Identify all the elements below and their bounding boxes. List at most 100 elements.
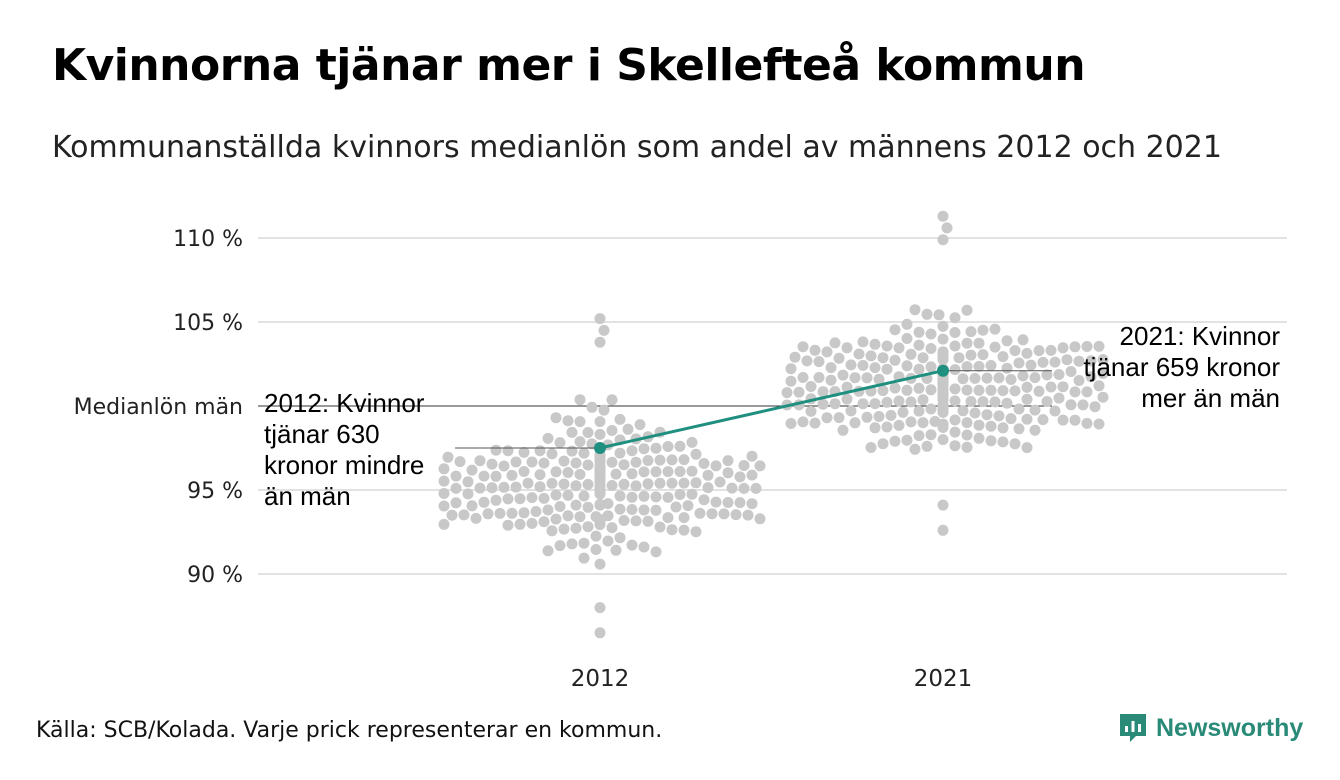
municipality-dot <box>1093 380 1105 392</box>
municipality-dot <box>538 516 550 528</box>
municipality-dot <box>666 454 678 466</box>
municipality-dot <box>989 396 1001 408</box>
municipality-dot <box>674 466 686 477</box>
municipality-dot <box>654 521 666 533</box>
municipality-dot <box>937 320 949 332</box>
municipality-dot <box>594 499 606 511</box>
municipality-dot <box>1029 404 1041 416</box>
municipality-dot <box>1053 369 1065 380</box>
municipality-dot <box>937 406 949 418</box>
municipality-dot <box>1013 423 1025 435</box>
municipality-dot <box>873 411 885 422</box>
municipality-dot <box>961 361 973 373</box>
municipality-dot <box>841 393 853 405</box>
municipality-dot <box>638 504 650 516</box>
municipality-dot <box>594 519 606 531</box>
chart-title: Kvinnorna tjänar mer i Skellefteå kommun <box>52 40 1086 91</box>
municipality-dot <box>1041 396 1053 407</box>
municipality-dot <box>562 510 574 522</box>
municipality-dot <box>654 477 666 489</box>
municipality-dot <box>877 385 889 397</box>
municipality-dot <box>973 432 985 444</box>
municipality-dot <box>622 423 634 435</box>
municipality-dot <box>614 413 626 425</box>
municipality-dot <box>702 469 714 481</box>
municipality-dot <box>726 482 738 494</box>
municipality-dot <box>686 488 698 500</box>
municipality-dot <box>869 422 881 434</box>
municipality-dot <box>869 398 881 410</box>
municipality-dot <box>638 466 650 478</box>
municipality-dot <box>738 460 750 471</box>
municipality-dot <box>738 482 750 494</box>
municipality-dot <box>985 384 997 396</box>
municipality-dot <box>558 478 570 490</box>
municipality-dot <box>953 352 965 364</box>
municipality-dot <box>961 337 973 349</box>
municipality-dot <box>853 348 865 360</box>
municipality-dot <box>546 477 558 489</box>
municipality-dot <box>502 445 514 457</box>
municipality-dot <box>502 493 514 505</box>
municipality-dot <box>614 447 626 459</box>
municipality-dot <box>450 482 462 494</box>
municipality-dot <box>746 469 758 481</box>
municipality-dot <box>542 504 554 516</box>
municipality-dot <box>933 309 945 321</box>
municipality-dot <box>746 498 758 510</box>
municipality-dot <box>961 417 973 429</box>
municipality-dot <box>845 359 857 371</box>
municipality-dot <box>1025 359 1037 371</box>
annotation-2012-line: än män <box>264 481 351 511</box>
municipality-dot <box>1097 368 1109 379</box>
municipality-dot <box>474 482 486 494</box>
municipality-dot <box>925 429 937 441</box>
municipality-dot <box>698 494 710 506</box>
x-tick-label: 2012 <box>571 666 630 692</box>
municipality-dot <box>969 407 981 419</box>
municipality-dot <box>662 512 674 524</box>
municipality-dot <box>905 396 917 408</box>
municipality-dot <box>514 493 526 505</box>
municipality-dot <box>797 341 809 353</box>
municipality-dot <box>893 395 905 407</box>
municipality-dot <box>965 349 977 361</box>
annotation-2012-line: 2012: Kvinnor <box>264 388 425 418</box>
municipality-dot <box>897 406 909 418</box>
municipality-dot <box>466 500 478 512</box>
municipality-dot <box>734 497 746 509</box>
municipality-dot <box>869 338 881 350</box>
municipality-dot <box>574 436 586 448</box>
highlight-point-2012 <box>594 442 606 454</box>
municipality-dot <box>574 511 586 523</box>
brand-logo[interactable]: Newsworthy <box>1118 712 1303 744</box>
municipality-dot <box>494 507 506 519</box>
municipality-dot <box>949 414 961 426</box>
municipality-dot <box>598 324 610 336</box>
municipality-dot <box>1065 399 1077 411</box>
annotation-2012-line: tjänar 630 <box>264 419 380 449</box>
municipality-dot <box>1017 334 1029 346</box>
municipality-dot <box>594 488 606 500</box>
annotation-2012-line: kronor mindre <box>264 450 424 480</box>
municipality-dot <box>510 456 522 468</box>
municipality-dot <box>630 515 642 527</box>
municipality-dot <box>961 429 973 441</box>
municipality-dot <box>722 455 734 467</box>
municipality-dot <box>909 304 921 316</box>
municipality-dot <box>534 469 546 481</box>
municipality-dot <box>534 445 546 457</box>
municipality-dot <box>586 401 598 413</box>
municipality-dot <box>917 394 929 406</box>
municipality-dot <box>1009 345 1021 357</box>
highlight-point-2021 <box>937 364 949 377</box>
municipality-dot <box>694 507 706 519</box>
municipality-dot <box>578 447 590 459</box>
y-tick-label: 105 % <box>173 311 243 336</box>
municipality-dot <box>570 522 582 534</box>
municipality-dot <box>949 426 961 438</box>
municipality-dot <box>702 482 714 494</box>
municipality-dot <box>574 394 586 406</box>
municipality-dot <box>670 501 682 513</box>
municipality-dot <box>1069 386 1081 398</box>
